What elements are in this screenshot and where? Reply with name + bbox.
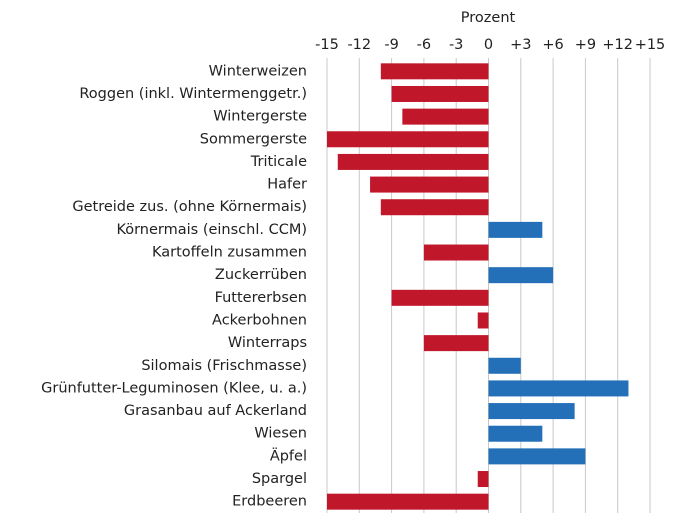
bar [391, 289, 489, 306]
bar [488, 221, 543, 238]
y-tick-label: Erdbeeren [232, 494, 307, 510]
bar [337, 153, 489, 170]
y-tick-label: Triticale [250, 154, 307, 170]
bar [391, 85, 489, 102]
bar [423, 244, 489, 261]
y-tick-label: Wintergerste [213, 109, 307, 125]
y-tick-label: Sommergerste [200, 131, 307, 147]
y-tick-label: Ackerbohnen [212, 312, 307, 328]
y-tick-label: Silomais (Frischmasse) [141, 358, 307, 374]
y-tick-label: Wiesen [254, 426, 307, 442]
x-tick-label: -15 [315, 37, 339, 53]
x-tick-label: -3 [449, 37, 463, 53]
y-tick-label: Hafer [267, 177, 307, 193]
bar [423, 335, 489, 352]
y-tick-label: Winterraps [228, 335, 307, 351]
bar [477, 471, 489, 488]
bar [488, 267, 554, 284]
bar [327, 493, 489, 510]
bar [327, 131, 489, 148]
y-tick-label: Grasanbau auf Ackerland [124, 403, 307, 419]
bar [488, 448, 586, 465]
x-tick-label: +9 [575, 37, 596, 53]
bar [488, 425, 543, 442]
x-tick-label: +3 [510, 37, 531, 53]
bar [477, 312, 489, 329]
bar [488, 403, 575, 420]
y-tick-label: Zuckerrüben [215, 267, 307, 283]
y-tick-label: Spargel [252, 471, 307, 487]
bar [488, 380, 629, 397]
x-tick-label: -9 [384, 37, 398, 53]
bar [488, 357, 521, 374]
bar [380, 199, 489, 216]
x-tick-label: -12 [347, 37, 371, 53]
axis-title: Prozent [461, 10, 516, 26]
x-tick-label: -6 [417, 37, 431, 53]
y-tick-label: Körnermais (einschl. CCM) [116, 222, 307, 238]
y-tick-label: Äpfel [270, 446, 307, 464]
x-tick-label: +6 [542, 37, 563, 53]
y-tick-label: Winterweizen [209, 63, 307, 79]
bar [402, 108, 489, 125]
bar [380, 63, 489, 80]
y-tick-label: Getreide zus. (ohne Körnermais) [72, 199, 307, 215]
x-tick-label: 0 [484, 37, 493, 53]
bar [370, 176, 489, 193]
x-tick-label: +12 [602, 37, 633, 53]
y-tick-label: Grünfutter-Leguminosen (Klee, u. a.) [41, 380, 307, 396]
y-tick-label: Kartoffeln zusammen [152, 245, 307, 261]
y-tick-label: Roggen (inkl. Wintermenggetr.) [79, 86, 307, 102]
x-tick-label: +15 [635, 37, 666, 53]
y-tick-label: Futtererbsen [215, 290, 307, 306]
